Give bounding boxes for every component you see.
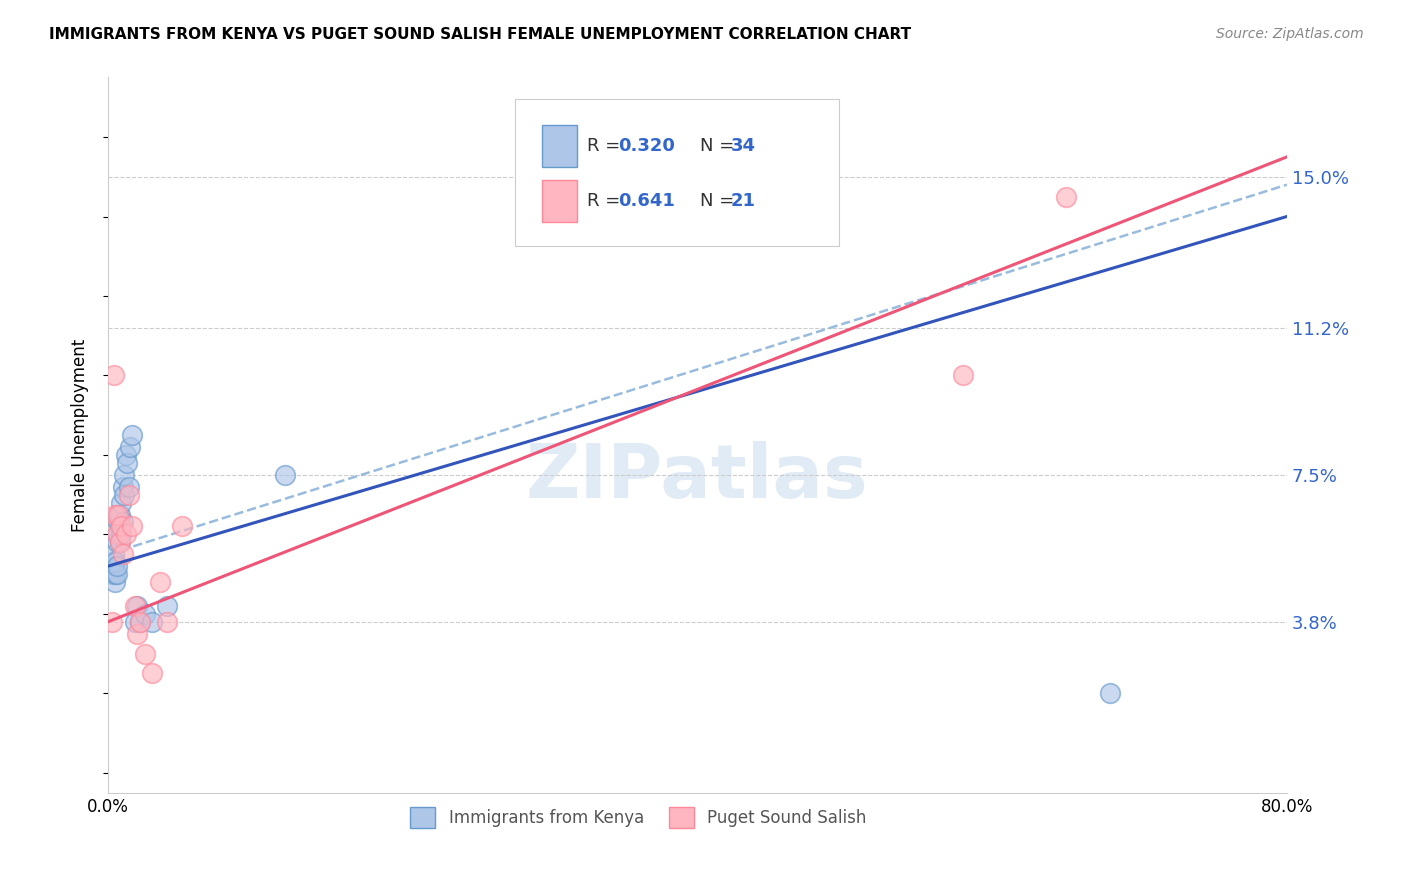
Point — [105, 559, 128, 574]
Point — [101, 615, 124, 629]
Point — [952, 368, 974, 383]
Point — [104, 567, 127, 582]
Text: Source: ZipAtlas.com: Source: ZipAtlas.com — [1216, 27, 1364, 41]
Point — [114, 527, 136, 541]
Text: 21: 21 — [731, 192, 755, 211]
Point — [112, 488, 135, 502]
Point — [134, 647, 156, 661]
Point — [148, 575, 170, 590]
Point — [104, 555, 127, 569]
Point — [111, 547, 134, 561]
Point — [115, 456, 138, 470]
Point — [108, 535, 131, 549]
Text: R =: R = — [586, 192, 626, 211]
Legend: Immigrants from Kenya, Puget Sound Salish: Immigrants from Kenya, Puget Sound Salis… — [404, 801, 873, 834]
Text: N =: N = — [700, 137, 740, 155]
Point — [274, 467, 297, 482]
Point — [107, 527, 129, 541]
Point — [110, 495, 132, 509]
Point — [103, 559, 125, 574]
Point — [105, 567, 128, 582]
Point — [1098, 686, 1121, 700]
Point — [107, 516, 129, 530]
Text: 0.320: 0.320 — [619, 137, 675, 155]
Point — [107, 508, 129, 522]
Point — [105, 535, 128, 549]
Point — [104, 508, 127, 522]
Point — [108, 519, 131, 533]
Text: IMMIGRANTS FROM KENYA VS PUGET SOUND SALISH FEMALE UNEMPLOYMENT CORRELATION CHAR: IMMIGRANTS FROM KENYA VS PUGET SOUND SAL… — [49, 27, 911, 42]
Point — [156, 615, 179, 629]
Point — [108, 535, 131, 549]
Point — [107, 508, 129, 522]
Point — [141, 615, 163, 629]
Y-axis label: Female Unemployment: Female Unemployment — [72, 338, 89, 532]
Point — [121, 519, 143, 533]
Point — [120, 440, 142, 454]
Point — [170, 519, 193, 533]
Point — [104, 575, 127, 590]
Point — [127, 599, 149, 613]
Point — [129, 615, 152, 629]
FancyBboxPatch shape — [515, 99, 839, 245]
Text: R =: R = — [586, 137, 626, 155]
Point — [127, 626, 149, 640]
Text: N =: N = — [700, 192, 740, 211]
Point — [101, 567, 124, 582]
Point — [108, 508, 131, 522]
Bar — [541, 180, 578, 222]
Bar — [541, 126, 578, 167]
Point — [121, 428, 143, 442]
Text: 34: 34 — [731, 137, 755, 155]
Point — [110, 519, 132, 533]
Point — [103, 368, 125, 383]
Point — [124, 599, 146, 613]
Point — [141, 666, 163, 681]
Point — [117, 488, 139, 502]
Point — [117, 480, 139, 494]
Point — [112, 467, 135, 482]
Point — [134, 607, 156, 621]
Point — [114, 448, 136, 462]
Point — [111, 516, 134, 530]
Point — [156, 599, 179, 613]
Point — [1054, 189, 1077, 203]
Point — [124, 615, 146, 629]
Point — [103, 547, 125, 561]
Text: ZIPatlas: ZIPatlas — [526, 442, 869, 515]
Point — [105, 527, 128, 541]
Point — [110, 527, 132, 541]
Point — [129, 615, 152, 629]
Point — [111, 480, 134, 494]
Text: 0.641: 0.641 — [619, 192, 675, 211]
